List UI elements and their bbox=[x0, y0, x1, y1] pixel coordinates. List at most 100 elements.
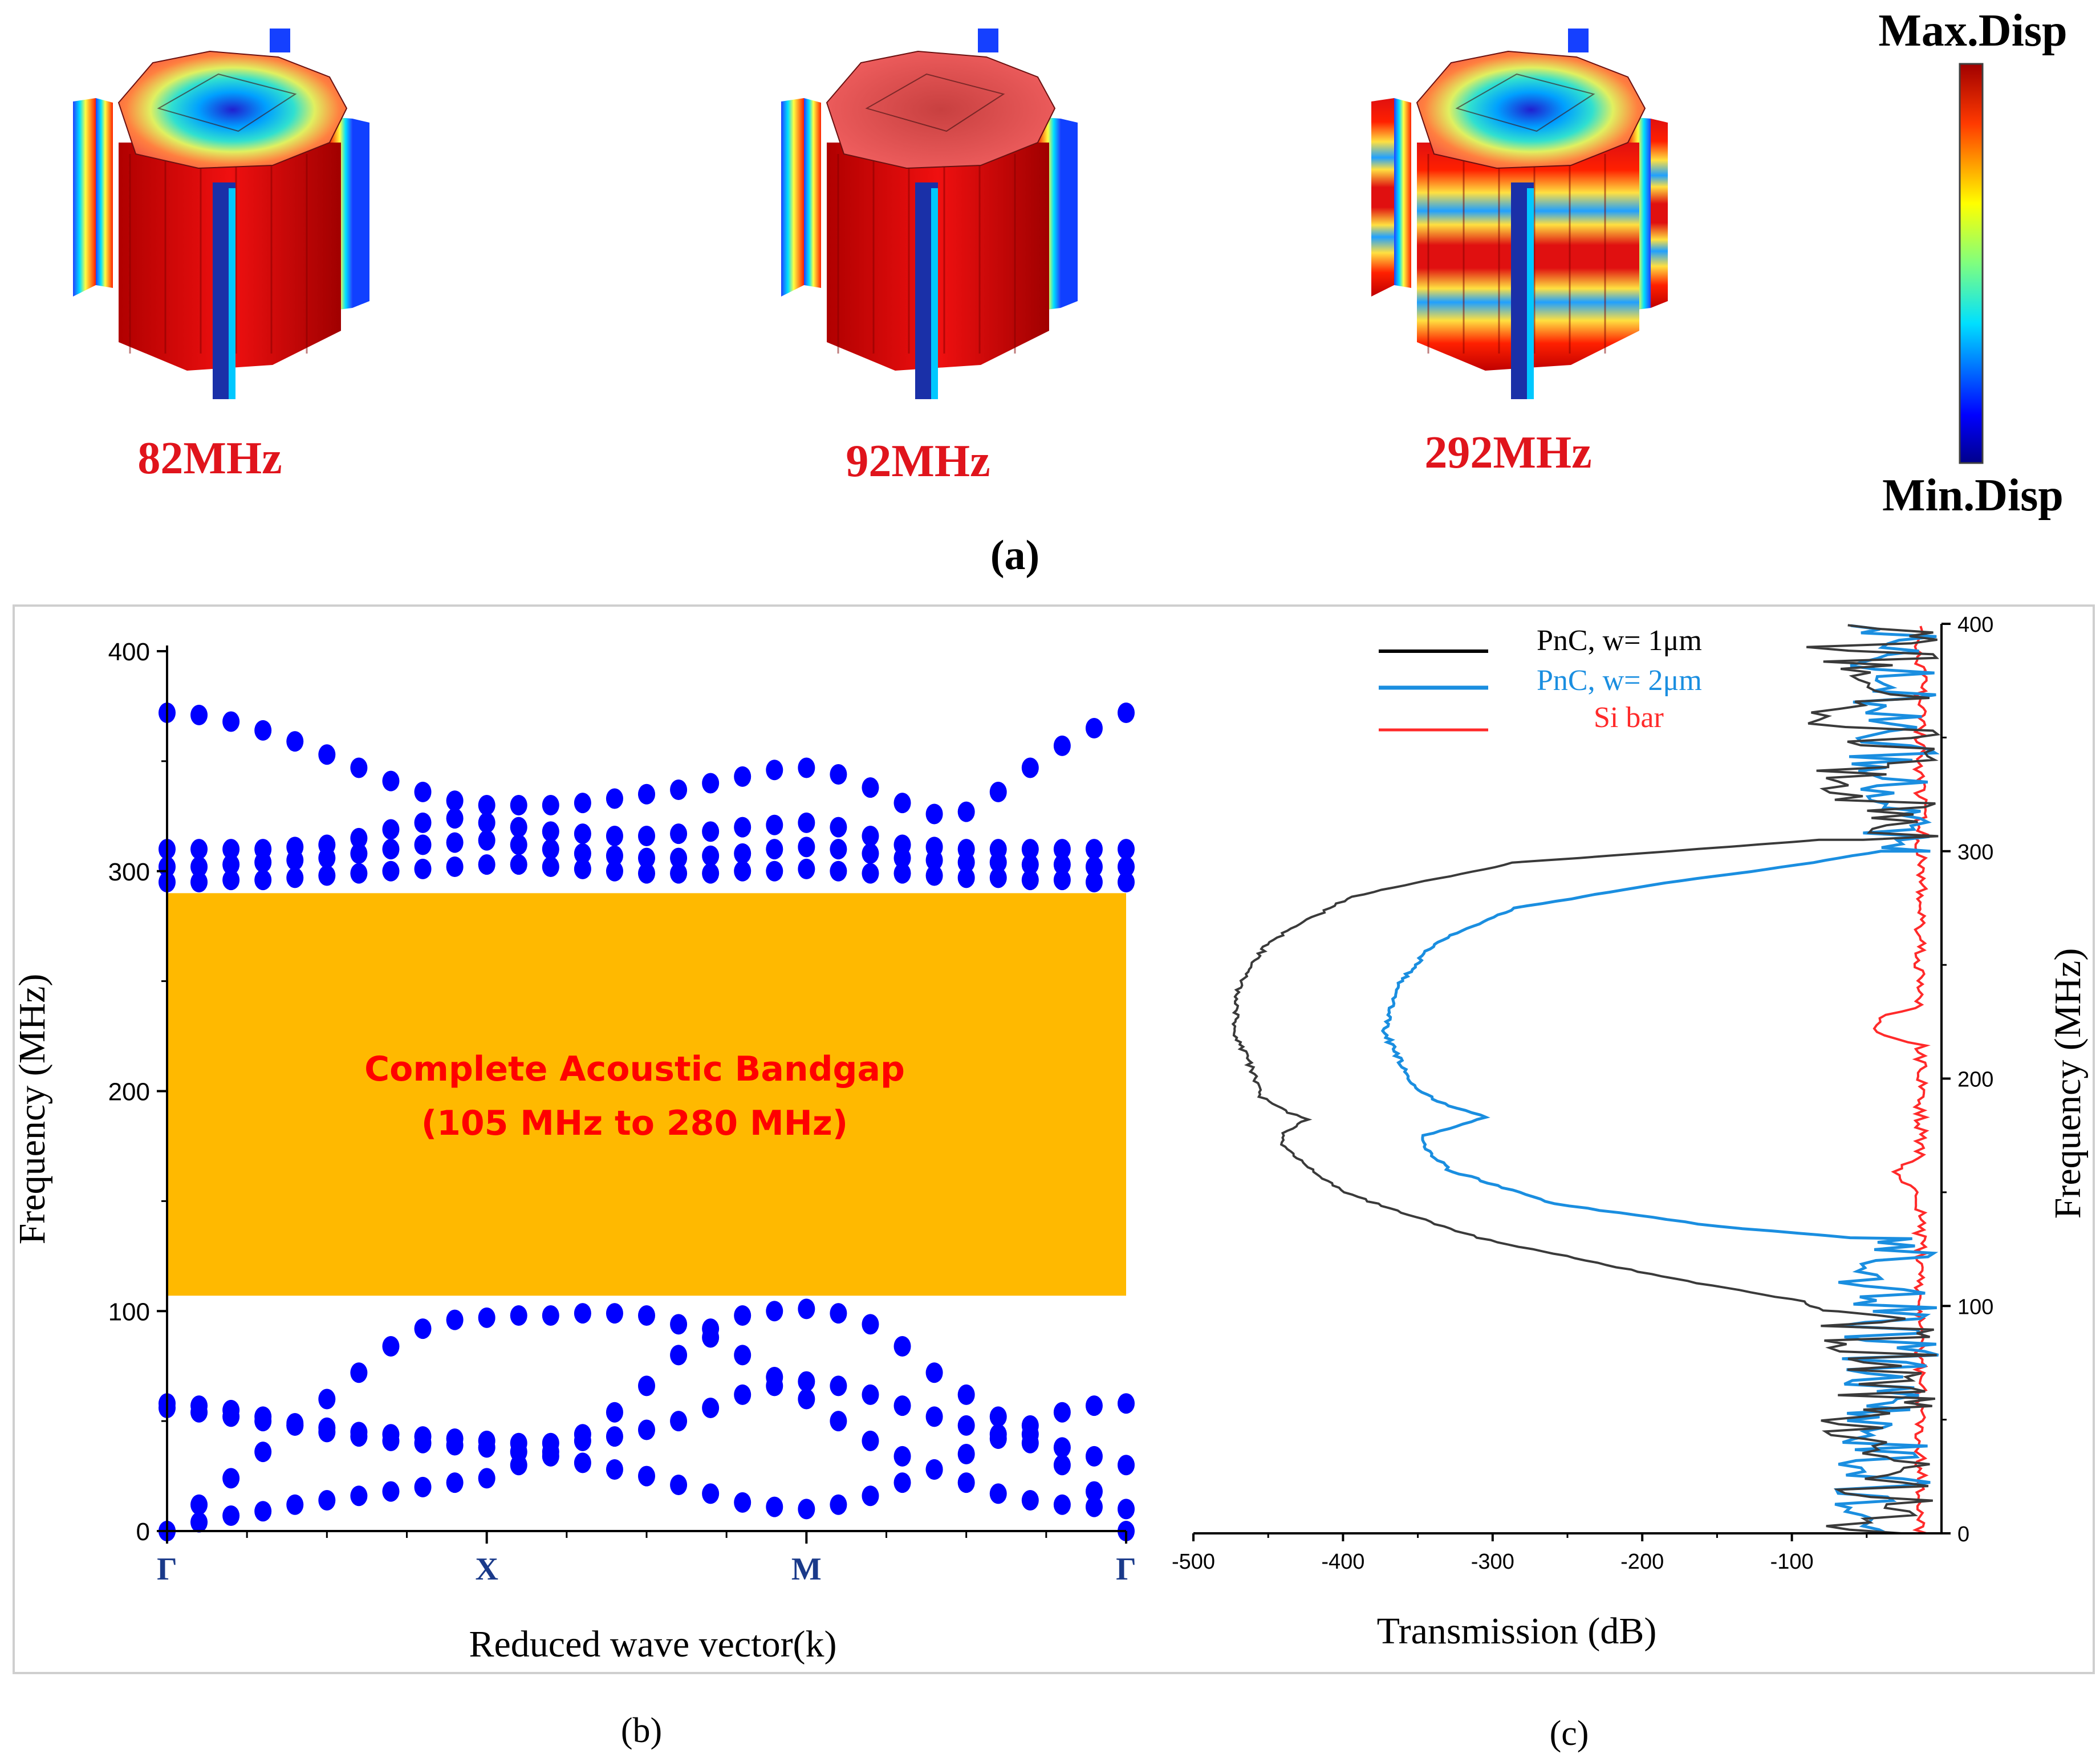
legend-label-si: Si bar bbox=[1594, 701, 1664, 734]
band-point bbox=[1085, 718, 1103, 739]
band-point bbox=[222, 870, 240, 891]
band-point bbox=[1118, 856, 1135, 878]
band-point bbox=[382, 1335, 400, 1357]
band-point bbox=[1085, 856, 1103, 878]
band-point bbox=[1085, 1496, 1103, 1517]
x-tick-label: -300 bbox=[1471, 1550, 1514, 1574]
band-point bbox=[478, 795, 495, 816]
x-tick-label: -500 bbox=[1172, 1550, 1215, 1574]
band-point bbox=[893, 793, 911, 814]
band-point bbox=[957, 839, 975, 860]
band-point bbox=[734, 843, 752, 864]
band-point bbox=[1118, 1499, 1135, 1520]
band-point bbox=[510, 817, 527, 838]
band-point bbox=[957, 1384, 975, 1405]
band-point bbox=[638, 1465, 655, 1487]
band-point bbox=[766, 860, 783, 882]
band-point bbox=[638, 783, 655, 805]
band-point bbox=[702, 863, 720, 884]
side-stub-left bbox=[781, 98, 804, 297]
band-point bbox=[734, 766, 752, 787]
band-point bbox=[638, 847, 655, 868]
band-point bbox=[350, 843, 368, 864]
transmission-axes: 0 100 200 300 400 -500 -400 -300 -200 -100 bbox=[1172, 613, 1993, 1574]
band-point bbox=[542, 1432, 559, 1454]
band-point bbox=[414, 834, 432, 855]
band-point bbox=[606, 1426, 623, 1447]
band-point bbox=[734, 1384, 752, 1405]
band-point bbox=[606, 1459, 623, 1480]
band-point bbox=[1085, 839, 1103, 860]
band-point bbox=[606, 1402, 623, 1423]
colorbar-min-label: Min.Disp bbox=[1882, 470, 2064, 521]
band-point bbox=[190, 1402, 208, 1423]
band-point bbox=[830, 1411, 847, 1432]
x-tick-label: M bbox=[791, 1552, 822, 1587]
bandgap-region bbox=[167, 893, 1126, 1296]
band-point bbox=[350, 757, 368, 778]
band-point bbox=[862, 1430, 879, 1451]
front-stub-edge bbox=[931, 188, 938, 399]
band-point bbox=[989, 1483, 1007, 1504]
band-point bbox=[862, 777, 879, 798]
mode-shapes-panel: 82MHz 92MHz 292MHz bbox=[73, 29, 1668, 486]
band-point bbox=[574, 793, 591, 814]
band-point bbox=[734, 1305, 752, 1326]
band-point bbox=[989, 781, 1007, 802]
top-inner-square bbox=[1455, 73, 1595, 132]
band-point bbox=[382, 1481, 400, 1502]
top-stub bbox=[1568, 29, 1589, 52]
band-point bbox=[989, 1406, 1007, 1427]
band-point bbox=[766, 1301, 783, 1322]
band-point bbox=[1118, 703, 1135, 724]
band-point bbox=[1053, 1494, 1071, 1515]
y-tick-label: 0 bbox=[1957, 1523, 1969, 1546]
band-point bbox=[574, 843, 591, 864]
mode-frequency-label: 82MHz bbox=[137, 433, 282, 484]
band-point bbox=[350, 1485, 368, 1507]
y-tick-label: 0 bbox=[136, 1518, 150, 1546]
band-point bbox=[702, 845, 720, 866]
band-point bbox=[766, 1496, 783, 1517]
band-point bbox=[925, 1362, 943, 1383]
band-point bbox=[1118, 1393, 1135, 1414]
band-point bbox=[734, 1492, 752, 1513]
band-point bbox=[989, 839, 1007, 860]
band-point bbox=[606, 1303, 623, 1324]
front-stub-edge bbox=[1527, 188, 1534, 399]
side-stub-left bbox=[1371, 98, 1394, 297]
transmission-x-axis-title: Transmission (dB) bbox=[1377, 1610, 1657, 1652]
legend: PnC, w= 1μm PnC, w= 2μm Si bar bbox=[1379, 624, 1702, 734]
band-structure-chart: Complete Acoustic Bandgap (105 MHz to 28… bbox=[11, 638, 1136, 1665]
y-tick-label: 200 bbox=[108, 1078, 150, 1106]
band-point bbox=[286, 1412, 304, 1434]
band-point bbox=[222, 711, 240, 732]
band-point bbox=[798, 858, 815, 879]
mode-shape-3: 292MHz bbox=[1371, 29, 1668, 478]
band-point bbox=[957, 1472, 975, 1493]
band-point bbox=[574, 823, 591, 845]
x-tick-label: Γ bbox=[157, 1552, 177, 1587]
band-point bbox=[1085, 1446, 1103, 1467]
top-face bbox=[117, 50, 348, 169]
band-point bbox=[670, 1345, 688, 1366]
band-point bbox=[510, 795, 527, 816]
band-point bbox=[638, 1375, 655, 1396]
band-point bbox=[670, 1314, 688, 1335]
band-point bbox=[222, 1406, 240, 1427]
band-point bbox=[862, 863, 879, 884]
band-point bbox=[254, 1442, 272, 1463]
mode-shape-2: 92MHz bbox=[781, 29, 1078, 486]
band-point bbox=[318, 834, 336, 855]
band-point bbox=[893, 1472, 911, 1493]
series-pnc-w1 bbox=[1231, 624, 1941, 1534]
band-point bbox=[893, 1395, 911, 1416]
band-point bbox=[638, 826, 655, 847]
band-point bbox=[382, 770, 400, 791]
band-point bbox=[925, 865, 943, 886]
band-point bbox=[1085, 1395, 1103, 1416]
band-point bbox=[382, 860, 400, 882]
band-point bbox=[1021, 1432, 1039, 1454]
panel-c-label: (c) bbox=[1550, 1714, 1589, 1753]
